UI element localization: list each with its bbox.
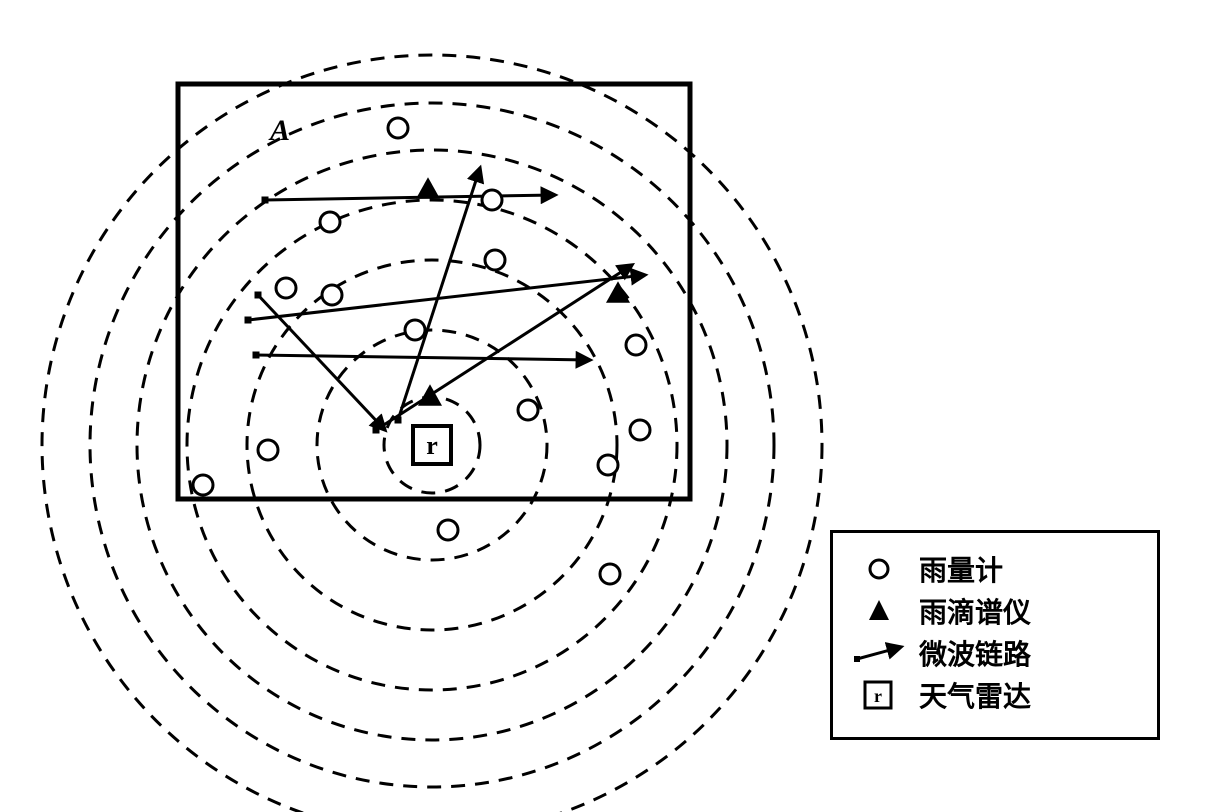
svg-text:r: r — [874, 686, 882, 706]
legend-row-radar: r 天气雷达 — [849, 677, 1141, 713]
link-node — [262, 197, 269, 204]
legend-row-gauge: 雨量计 — [849, 551, 1141, 587]
microwave-link — [248, 275, 645, 320]
legend-label: 微波链路 — [919, 633, 1031, 673]
rain-gauge-marker — [598, 455, 618, 475]
rain-gauge-marker — [438, 520, 458, 540]
legend-symbol-disdrometer — [849, 595, 909, 627]
rain-gauge-marker — [482, 190, 502, 210]
legend-label: 天气雷达 — [919, 675, 1031, 715]
region-label: A — [268, 114, 290, 147]
legend-symbol-radar: r — [849, 679, 909, 711]
microwave-link — [265, 195, 555, 200]
legend-label: 雨量计 — [919, 549, 1003, 589]
link-node — [245, 317, 252, 324]
link-node — [255, 292, 262, 299]
disdrometer-marker — [418, 384, 442, 406]
rain-gauge-marker — [485, 250, 505, 270]
legend-symbol-link — [849, 637, 909, 669]
rain-gauge-marker — [630, 420, 650, 440]
disdrometer-marker — [606, 281, 630, 303]
rain-gauge-marker — [518, 400, 538, 420]
legend-box: 雨量计雨滴谱仪微波链路 r 天气雷达 — [830, 530, 1160, 740]
rain-gauge-marker — [258, 440, 278, 460]
rain-gauge-marker — [600, 564, 620, 584]
disdrometer-marker — [416, 177, 440, 199]
legend-row-link: 微波链路 — [849, 635, 1141, 671]
rain-gauge-marker — [193, 475, 213, 495]
legend-row-disdrometer: 雨滴谱仪 — [849, 593, 1141, 629]
radar-label: r — [426, 431, 438, 460]
rain-gauge-marker — [388, 118, 408, 138]
rain-gauge-marker — [320, 212, 340, 232]
rain-gauge-marker — [276, 278, 296, 298]
link-node — [253, 352, 260, 359]
legend-label: 雨滴谱仪 — [919, 591, 1031, 631]
legend-symbol-gauge — [849, 553, 909, 585]
rain-gauge-marker — [322, 285, 342, 305]
microwave-link — [256, 355, 590, 360]
link-node — [373, 427, 380, 434]
rain-gauge-marker — [626, 335, 646, 355]
rain-gauge-marker — [405, 320, 425, 340]
